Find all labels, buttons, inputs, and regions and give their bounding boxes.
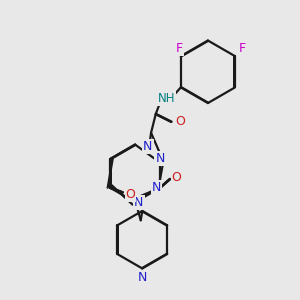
Text: O: O (172, 171, 182, 184)
Text: F: F (238, 42, 245, 55)
Text: O: O (175, 115, 185, 128)
Text: NH: NH (158, 92, 175, 105)
Text: N: N (155, 152, 165, 166)
Text: N: N (138, 271, 147, 284)
Text: O: O (126, 188, 136, 200)
Text: N: N (134, 196, 143, 208)
Text: F: F (176, 42, 183, 55)
Text: N: N (143, 140, 153, 153)
Text: N: N (152, 181, 161, 194)
